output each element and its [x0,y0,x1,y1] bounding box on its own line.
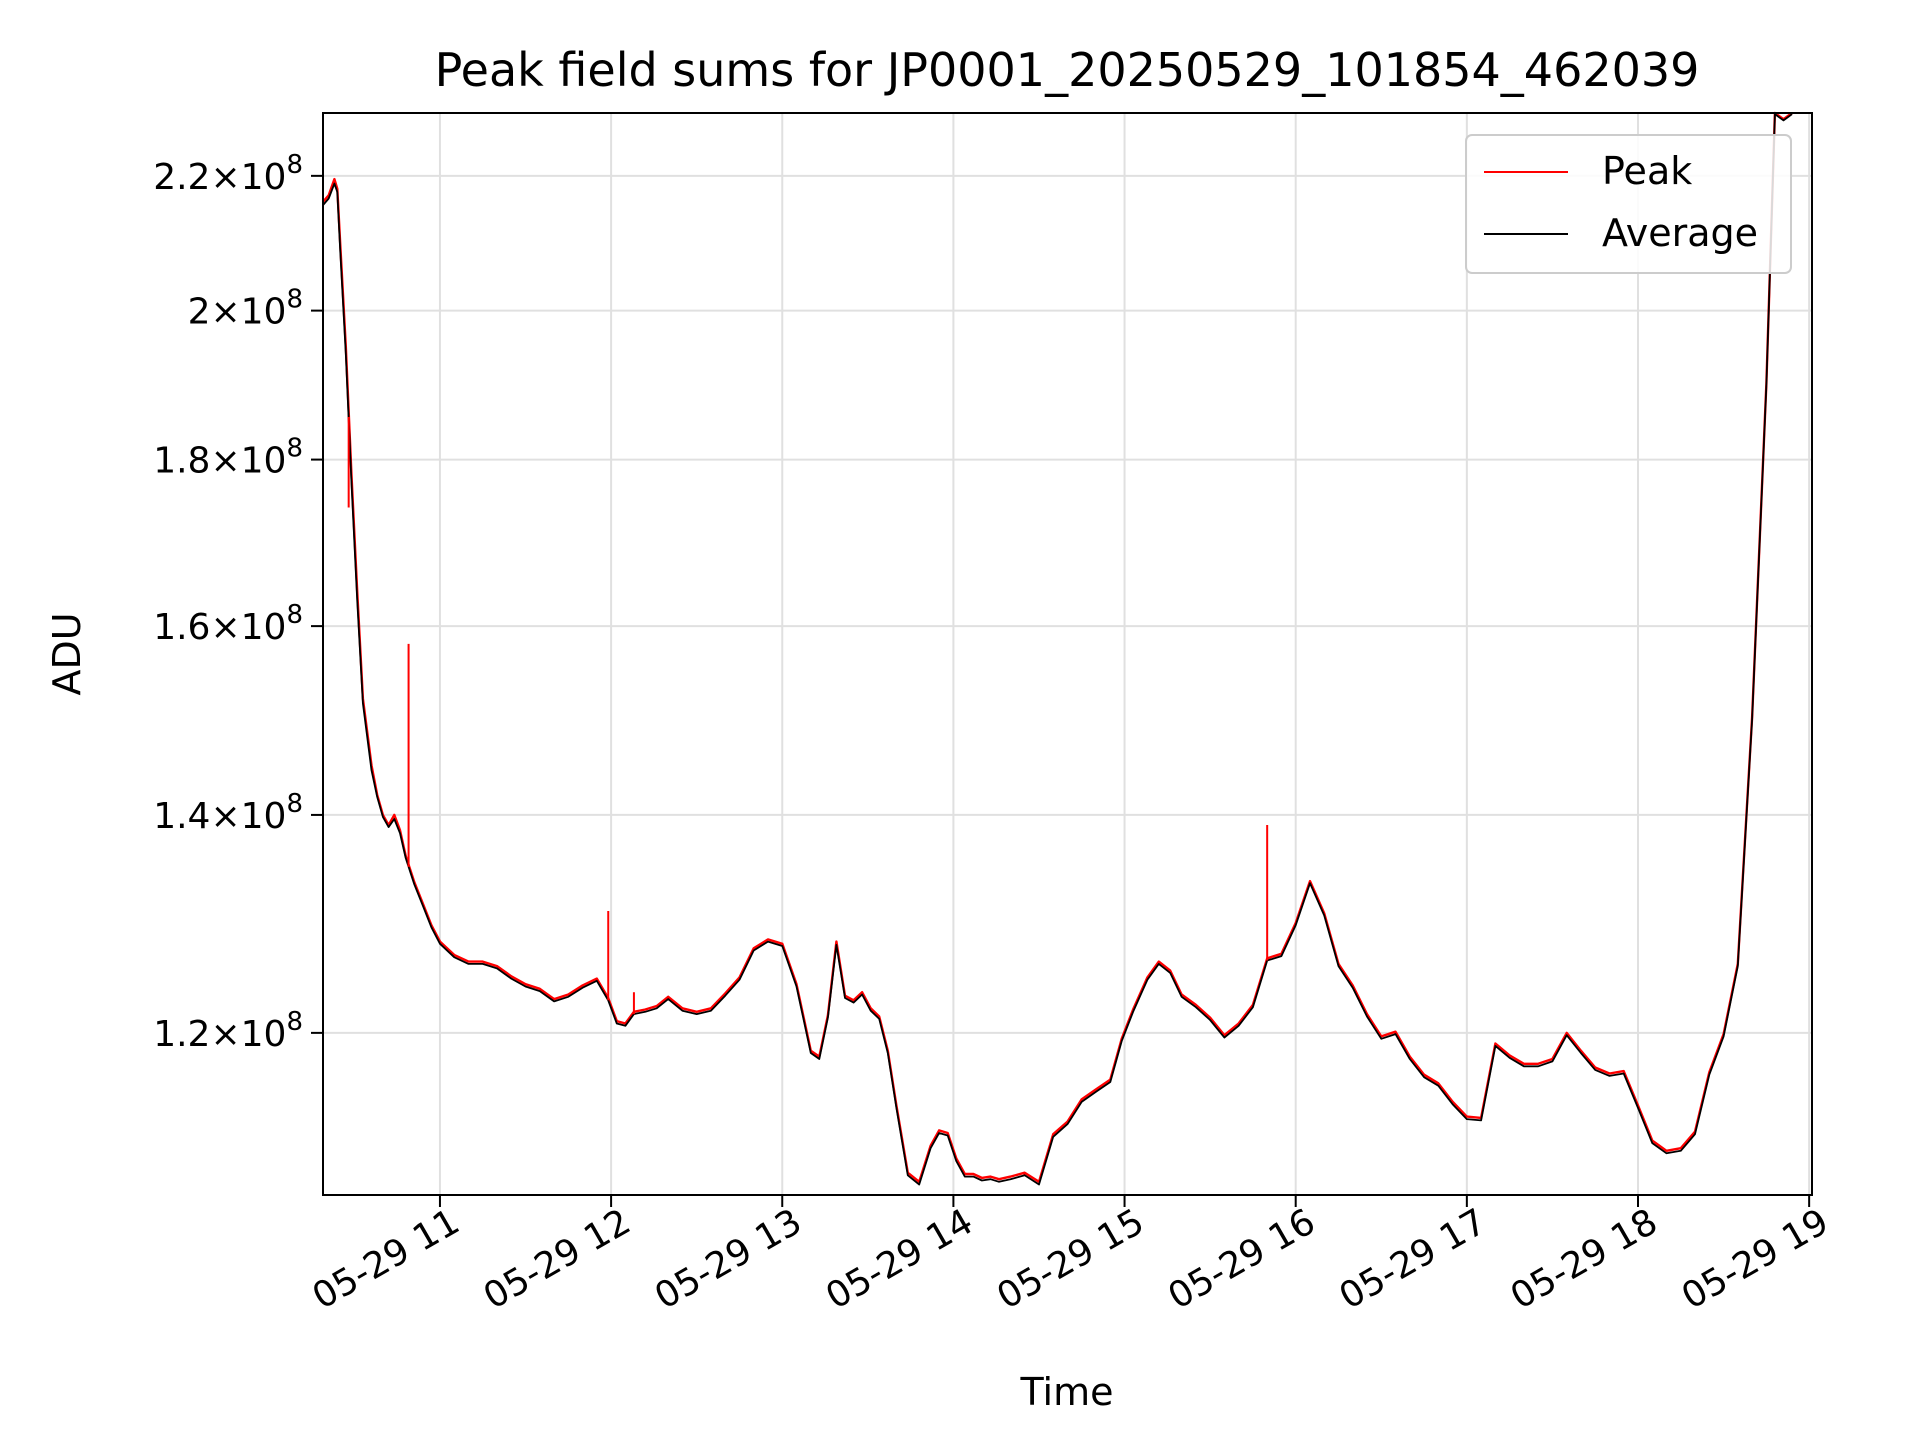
legend-average-label: Average [1602,211,1758,255]
x-tick-label: 05-29 11 [306,1201,467,1317]
x-tick-label: 05-29 15 [990,1201,1151,1317]
grid-layer [323,113,1812,1195]
x-tick-label: 05-29 17 [1333,1201,1494,1317]
y-tick-label: 1.6×108 [153,600,303,648]
y-tick-label: 1.2×108 [153,1007,303,1055]
y-tick-exponent: 8 [286,285,303,315]
y-tick-mantissa: 2 [188,292,211,333]
y-tick-exponent: 8 [286,1007,303,1037]
y-tick-label: 2.2×108 [153,150,303,198]
x-tick-label: 05-29 16 [1162,1201,1323,1317]
legend: Peak Average [1465,134,1792,274]
y-tick-label: 1.4×108 [153,789,303,837]
series-line-average [322,113,1793,1186]
legend-peak-label: Peak [1602,149,1692,193]
x-tick-label: 05-29 19 [1675,1201,1836,1317]
y-tick-mantissa: 1.2 [153,1014,210,1055]
y-tick-mantissa: 1.6 [153,607,210,648]
y-tick-exponent: 8 [286,789,303,819]
legend-box [1465,134,1792,274]
y-tick-mantissa: 2.2 [153,157,210,198]
plot-area-background [323,113,1812,1195]
x-tick-label: 05-29 13 [648,1201,809,1317]
y-tick-exponent: 8 [286,434,303,464]
x-axis-label: Time [1020,1370,1114,1414]
y-tick-mantissa: 1.4 [153,796,210,837]
y-tick-label: 1.8×108 [153,434,303,482]
y-axis-label: ADU [45,612,89,695]
y-tick-mantissa: 1.8 [153,441,210,482]
y-tick-exponent: 8 [286,150,303,180]
y-tick-exponent: 8 [286,600,303,630]
chart-title: Peak field sums for JP0001_20250529_1018… [435,43,1700,97]
x-tick-label: 05-29 12 [477,1201,638,1317]
x-tick-label: 05-29 14 [819,1201,980,1317]
series-layer [322,111,1793,1186]
y-tick-label: 2×108 [188,285,303,333]
plot-area-frame [322,112,1813,1196]
x-tick-label: 05-29 18 [1504,1201,1665,1317]
